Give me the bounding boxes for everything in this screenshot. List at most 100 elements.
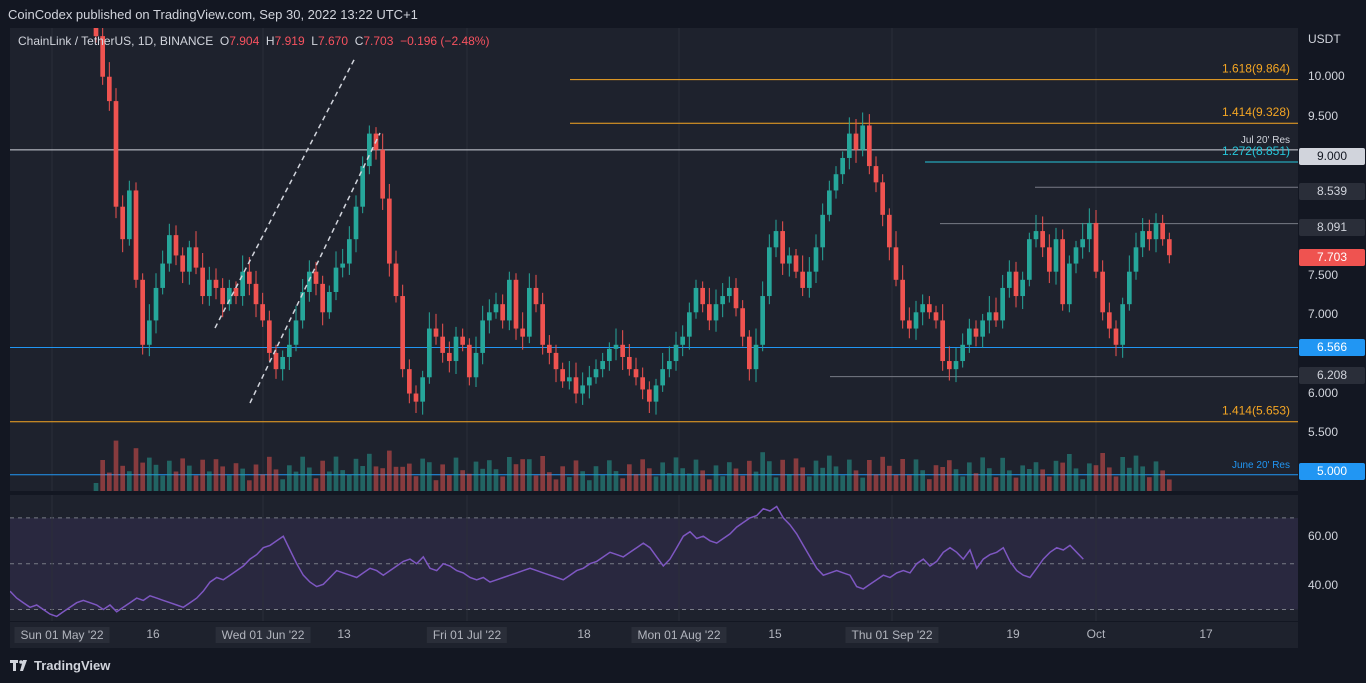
- volume-bar: [740, 475, 745, 491]
- volume-bar: [600, 475, 605, 491]
- price-chart[interactable]: 1.618(9.864) 1.414(9.328) Jul 20' Res 1.272…: [10, 19, 1298, 491]
- volume-bar: [387, 450, 392, 491]
- volume-bar: [800, 467, 805, 491]
- candle-body: [180, 255, 185, 272]
- volume-bar: [180, 458, 185, 491]
- x-tick-jun: Wed 01 Jun '22: [215, 627, 311, 643]
- candle-body: [853, 133, 859, 150]
- volume-bar: [993, 477, 999, 491]
- candle-body: [1093, 222, 1099, 272]
- volume-bar: [453, 457, 459, 491]
- candle-body: [833, 174, 839, 191]
- candle-body: [700, 287, 705, 305]
- volume-bar: [840, 475, 845, 491]
- volume-bar: [253, 464, 259, 491]
- volume-bar: [340, 470, 345, 491]
- volume-bar: [673, 457, 679, 491]
- candle-body: [653, 385, 659, 402]
- volume-bar: [347, 474, 352, 491]
- volume-bar: [280, 479, 285, 491]
- volume-bar: [913, 459, 919, 491]
- candle-body: [293, 320, 299, 345]
- candle-body: [860, 125, 865, 150]
- tradingview-logo-icon: [10, 659, 27, 671]
- volume-bar: [327, 471, 332, 491]
- candle-body: [1147, 231, 1152, 240]
- volume-bar: [1153, 461, 1159, 491]
- volume-bar: [140, 462, 145, 491]
- volume-bar: [853, 470, 859, 491]
- rsi-tick-60: 60.00: [1308, 529, 1339, 543]
- volume-bar: [1113, 476, 1119, 491]
- x-tick-18: 18: [577, 627, 591, 641]
- volume-bar: [893, 474, 899, 491]
- volume-bar: [1133, 455, 1139, 491]
- candle-body: [227, 287, 232, 305]
- tradingview-logo[interactable]: TradingView: [10, 658, 110, 673]
- candle-body: [420, 377, 425, 402]
- volume-bar: [973, 473, 979, 491]
- candle-body: [427, 328, 432, 378]
- candle-body: [1100, 271, 1105, 313]
- rsi-tick-40: 40.00: [1308, 578, 1339, 592]
- volume-bar: [793, 458, 799, 491]
- volume-bar: [293, 471, 299, 491]
- volume-bar: [487, 460, 492, 491]
- candle-body: [153, 287, 159, 321]
- price-axis[interactable]: USDT 10.000 9.500 9.000 8.539 8.091 7.70…: [1298, 28, 1366, 648]
- candle-body: [360, 166, 365, 207]
- candle-body: [513, 279, 519, 329]
- candle-body: [193, 247, 199, 268]
- candle-body: [1113, 328, 1119, 345]
- volume-bar: [1000, 457, 1005, 491]
- rsi-line: [9, 505, 1084, 618]
- candle-body: [247, 271, 252, 284]
- volume-bar: [773, 477, 779, 491]
- candle-body: [660, 369, 665, 386]
- y-tick-10: 10.000: [1308, 69, 1345, 83]
- candle-body: [787, 255, 792, 264]
- volume-bar: [200, 459, 205, 491]
- candle-body: [673, 344, 679, 362]
- candle-body: [727, 287, 732, 297]
- volume-bar: [667, 473, 672, 491]
- legend-o-label: O: [219, 34, 230, 48]
- volume-bar: [1027, 469, 1032, 491]
- rsi-panel[interactable]: [9, 495, 1298, 621]
- candle-body: [620, 344, 625, 357]
- volume-bar: [720, 476, 725, 491]
- y-badge-8-091: 8.091: [1299, 219, 1365, 236]
- volume-bar: [1040, 469, 1045, 491]
- candle-body: [253, 283, 259, 305]
- candle-body: [160, 263, 165, 288]
- candle-body: [173, 235, 179, 256]
- candle-body: [820, 214, 825, 248]
- volume-bar: [393, 466, 399, 491]
- candle-body: [1033, 231, 1039, 240]
- volume-bar: [693, 459, 699, 491]
- candle-body: [933, 312, 939, 321]
- volume-bar: [933, 465, 939, 491]
- candle-body: [140, 279, 145, 345]
- candle-body: [127, 190, 132, 240]
- candle-body: [713, 304, 719, 321]
- candle-body: [267, 320, 272, 353]
- candle-body: [1073, 247, 1079, 264]
- candle-body: [507, 279, 512, 321]
- candle-body: [527, 287, 532, 337]
- time-axis[interactable]: Sun 01 May '22 16 Wed 01 Jun '22 13 Fri …: [10, 622, 1298, 648]
- volume-bar: [613, 471, 619, 491]
- publisher-text: CoinCodex published on TradingView.com, …: [8, 7, 418, 22]
- volume-bar: [1140, 466, 1145, 491]
- volume-bar: [373, 466, 379, 491]
- volume-bar: [93, 483, 99, 491]
- y-tick-9-5: 9.500: [1308, 109, 1339, 123]
- candle-body: [547, 344, 552, 353]
- candle-body: [813, 247, 819, 272]
- volume-bar: [153, 464, 159, 491]
- candle-body: [347, 239, 352, 264]
- volume-bar: [360, 466, 365, 491]
- candle-body: [1087, 222, 1092, 240]
- volume-bar: [887, 465, 892, 491]
- candle-body: [553, 352, 559, 370]
